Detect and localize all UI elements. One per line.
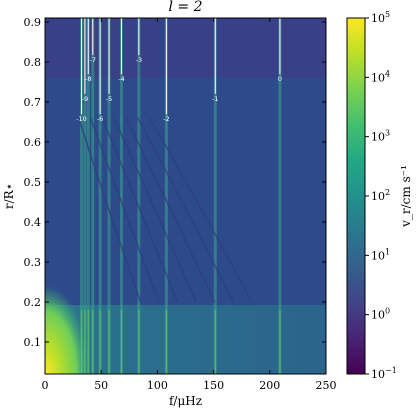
mode-ridge bbox=[107, 18, 111, 374]
colorbar bbox=[346, 17, 366, 375]
plot-frame bbox=[44, 17, 327, 375]
y-tick-label: 0.1 bbox=[24, 336, 42, 349]
mixed-mode-curve bbox=[77, 117, 142, 303]
colorbar-tick-label: 100 bbox=[371, 307, 390, 322]
y-tick-label: 0.2 bbox=[24, 296, 42, 309]
mixed-mode-curve bbox=[101, 117, 179, 303]
heatmap-plot-area: -10-9-8-7-6-5-4-3-2-10 bbox=[45, 18, 326, 374]
mode-ridge-core bbox=[138, 310, 140, 374]
x-axis-ticks: 0 50 100 150 200 250 bbox=[42, 18, 337, 392]
colorbar-tick-label: 103 bbox=[371, 129, 390, 144]
core-glow bbox=[45, 285, 90, 374]
mode-ridge bbox=[86, 18, 90, 374]
mode-ridge bbox=[137, 18, 141, 374]
y-tick-label: 0.8 bbox=[24, 56, 42, 69]
y-tick-label: 0.6 bbox=[24, 136, 42, 149]
colorbar-tick-label: 102 bbox=[371, 188, 390, 203]
y-tick-label: 0.5 bbox=[24, 176, 42, 189]
mode-markers: -10-9-8-7-6-5-4-3-2-10 bbox=[76, 18, 282, 123]
x-tick-label: 100 bbox=[147, 379, 168, 392]
mode-marker-label: -7 bbox=[90, 56, 96, 64]
mode-marker-label: -1 bbox=[212, 95, 218, 103]
mode-ridge-core bbox=[80, 310, 83, 374]
mixed-mode-curve bbox=[148, 117, 253, 303]
mode-marker-label: -6 bbox=[97, 115, 103, 123]
mode-ridge bbox=[278, 18, 282, 374]
x-axis-label: f/μHz bbox=[169, 394, 202, 408]
colorbar-ticks: 105 104 103 102 101 100 10−1 bbox=[365, 10, 397, 381]
mode-marker-label: -8 bbox=[85, 75, 91, 83]
x-tick-label: 50 bbox=[94, 379, 108, 392]
mode-marker-label: -5 bbox=[106, 95, 112, 103]
mode-marker-label: -10 bbox=[76, 115, 87, 123]
mode-marker-label: -3 bbox=[136, 56, 142, 64]
y-tick-label: 0.7 bbox=[24, 96, 42, 109]
y-tick-label: 0.9 bbox=[24, 16, 42, 29]
mode-ridges bbox=[80, 18, 282, 374]
x-tick-label: 150 bbox=[203, 379, 224, 392]
mode-ridge bbox=[213, 18, 217, 374]
mixed-mode-curve bbox=[113, 117, 197, 303]
y-tick-label: 0.4 bbox=[24, 216, 42, 229]
mode-ridge-core bbox=[279, 310, 281, 374]
mixed-mode-curve bbox=[137, 117, 234, 303]
colorbar-tick-label: 104 bbox=[371, 69, 390, 84]
mode-ridge bbox=[119, 18, 123, 374]
x-tick-label: 0 bbox=[42, 379, 49, 392]
mode-ridge-core bbox=[214, 310, 216, 374]
x-tick-label: 250 bbox=[316, 379, 337, 392]
mode-ridge-core bbox=[92, 310, 94, 374]
colorbar-tick-label: 105 bbox=[371, 10, 390, 25]
chart-title: l = 2 bbox=[168, 0, 202, 15]
mode-ridge bbox=[83, 18, 87, 374]
mixed-mode-curve bbox=[89, 117, 160, 303]
mode-marker-label: -4 bbox=[118, 75, 124, 83]
mode-ridge-core bbox=[165, 310, 167, 374]
y-axis-ticks: 0.1 0.2 0.3 0.4 0.5 0.6 0.7 0.8 0.9 bbox=[24, 16, 326, 349]
mode-marker-label: -9 bbox=[82, 95, 88, 103]
mode-ridge-core bbox=[84, 310, 86, 374]
mode-ridge-core bbox=[87, 310, 89, 374]
mode-ridge bbox=[80, 18, 84, 374]
mode-marker-label: -2 bbox=[163, 115, 169, 123]
colorbar-tick-label: 10−1 bbox=[371, 366, 397, 381]
mixed-mode-curves bbox=[77, 117, 253, 303]
y-tick-label: 0.3 bbox=[24, 256, 42, 269]
y-axis-label: r/R⋆ bbox=[2, 183, 16, 209]
x-tick-label: 200 bbox=[259, 379, 280, 392]
mode-ridge-core bbox=[99, 310, 101, 374]
mode-marker-label: 0 bbox=[278, 75, 282, 83]
mixed-mode-curve bbox=[125, 117, 216, 303]
mode-ridge-core bbox=[120, 310, 123, 374]
mode-ridge-core bbox=[108, 310, 110, 374]
colorbar-label: v_r/cm s⁻¹ bbox=[399, 165, 413, 228]
mode-ridge bbox=[91, 18, 95, 374]
mode-ridge bbox=[164, 18, 168, 374]
mode-ridge bbox=[98, 18, 102, 374]
colorbar-tick-label: 101 bbox=[371, 247, 390, 262]
